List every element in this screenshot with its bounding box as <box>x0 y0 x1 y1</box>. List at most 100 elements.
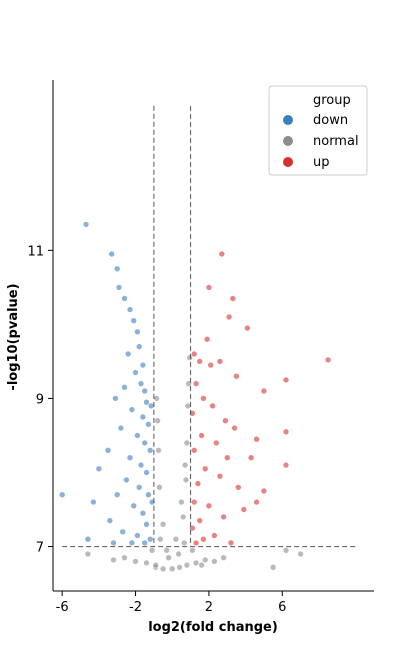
data-point-normal <box>176 563 183 571</box>
data-point-down <box>90 498 97 506</box>
data-point-up <box>222 417 229 425</box>
data-point-up <box>200 535 207 543</box>
x-tick-label: -6 <box>56 600 69 615</box>
data-point-down <box>145 491 152 499</box>
legend-label-down: down <box>313 113 348 128</box>
x-tick-label: -2 <box>129 600 142 615</box>
data-point-normal <box>282 546 290 554</box>
data-point-down <box>104 446 112 454</box>
data-point-down <box>139 361 147 369</box>
data-point-normal <box>168 565 176 573</box>
data-point-up <box>224 454 231 462</box>
y-axis-title: -log10(pvalue) <box>6 283 21 390</box>
data-point-up <box>244 324 251 332</box>
data-point-up <box>247 454 255 462</box>
data-point-up <box>220 513 227 521</box>
data-point-down <box>121 295 128 302</box>
data-point-down <box>146 535 154 543</box>
data-point-down <box>145 421 152 428</box>
data-point-down <box>141 539 148 547</box>
data-point-down <box>84 535 92 543</box>
data-point-down <box>112 395 119 402</box>
data-point-up <box>213 439 220 447</box>
data-point-up <box>229 295 237 302</box>
data-point-down <box>119 528 126 536</box>
data-point-normal <box>211 558 218 565</box>
data-point-normal <box>182 476 190 484</box>
data-point-normal <box>132 558 139 565</box>
data-point-up <box>190 498 198 506</box>
data-point-down <box>130 317 137 325</box>
data-point-normal <box>297 550 304 558</box>
data-point-down <box>126 454 134 462</box>
data-point-normal <box>84 550 92 558</box>
data-point-normal <box>198 561 205 569</box>
data-point-up <box>253 498 260 506</box>
data-point-down <box>143 520 150 528</box>
legend: group down normal up <box>268 85 368 176</box>
data-point-up <box>218 250 226 258</box>
data-point-up <box>225 313 233 321</box>
data-point-up <box>190 350 198 358</box>
data-point-down <box>137 461 145 469</box>
data-point-down <box>130 502 137 510</box>
data-point-normal <box>152 561 159 569</box>
data-point-normal <box>165 554 172 562</box>
data-point-normal <box>201 556 209 564</box>
data-point-normal <box>189 546 196 554</box>
legend-box <box>268 85 368 176</box>
data-point-down <box>137 380 145 387</box>
data-point-normal <box>178 498 185 506</box>
data-point-down <box>139 509 147 517</box>
data-point-down <box>143 398 150 406</box>
data-point-up <box>211 532 218 539</box>
data-point-normal <box>159 565 167 573</box>
data-point-up <box>200 395 207 402</box>
data-point-up <box>198 432 205 439</box>
data-point-down <box>128 406 136 413</box>
data-point-down <box>135 343 143 350</box>
data-point-normal <box>184 402 192 410</box>
data-point-normal <box>175 550 182 558</box>
legend-label-up: up <box>313 155 330 170</box>
data-point-down <box>128 539 136 547</box>
data-point-normal <box>153 395 160 402</box>
data-point-up <box>235 483 242 491</box>
legend-marker-normal <box>283 136 293 146</box>
y-tick-label: 11 <box>27 244 44 259</box>
data-point-normal <box>110 556 117 564</box>
data-point-up <box>282 461 290 469</box>
y-tick-label: 9 <box>36 392 44 407</box>
data-point-normal <box>157 535 164 543</box>
data-point-down <box>132 369 139 376</box>
legend-title: group <box>313 93 351 108</box>
data-point-down <box>143 469 150 476</box>
data-point-up <box>190 446 198 454</box>
data-point-up <box>216 358 224 365</box>
data-point-normal <box>172 535 180 543</box>
data-point-normal <box>183 439 191 447</box>
data-point-up <box>260 387 268 395</box>
data-point-down <box>147 402 155 410</box>
data-point-normal <box>159 520 167 528</box>
data-point-up <box>203 335 211 343</box>
y-tick-label: 7 <box>36 541 44 556</box>
data-point-normal <box>181 461 189 469</box>
data-point-down <box>117 424 125 432</box>
data-point-normal <box>154 417 161 425</box>
data-point-up <box>282 428 290 436</box>
data-point-down <box>134 532 141 539</box>
data-point-up <box>192 539 200 547</box>
data-point-up <box>205 284 213 291</box>
data-point-up <box>207 361 214 369</box>
data-point-normal <box>220 554 227 562</box>
legend-marker-up <box>283 157 293 167</box>
data-point-normal <box>269 563 277 571</box>
data-point-down <box>121 383 128 391</box>
data-point-down <box>141 439 148 447</box>
data-point-down <box>126 306 134 313</box>
data-point-up <box>194 480 202 487</box>
data-point-normal <box>192 559 200 567</box>
data-point-down <box>110 539 117 547</box>
